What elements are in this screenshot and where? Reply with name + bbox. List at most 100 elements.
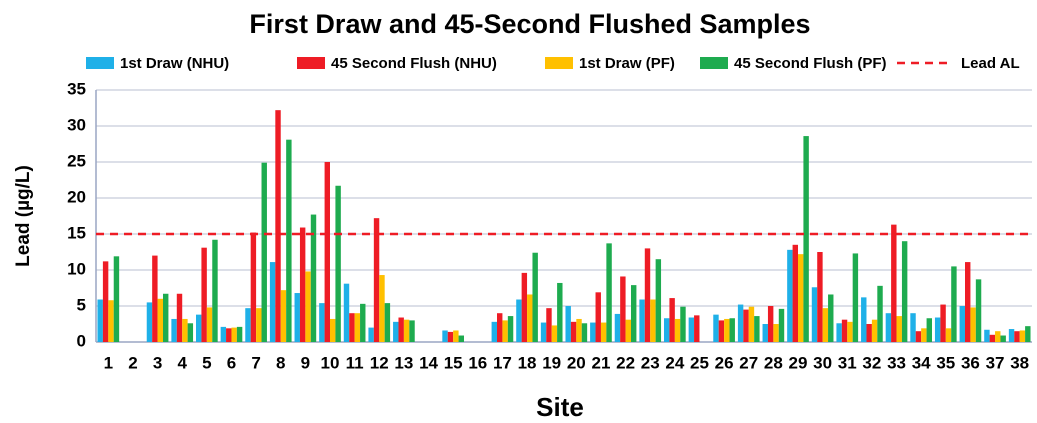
bar bbox=[557, 282, 563, 342]
bar bbox=[453, 330, 459, 342]
bar bbox=[294, 293, 300, 342]
bar bbox=[767, 306, 774, 342]
x-tick-label: 8 bbox=[276, 353, 285, 372]
x-tick-label: 36 bbox=[961, 353, 980, 372]
bar bbox=[614, 313, 621, 342]
bar bbox=[576, 318, 582, 342]
y-tick-label: 25 bbox=[67, 151, 86, 170]
bar bbox=[921, 328, 927, 342]
x-tick-label: 10 bbox=[321, 353, 340, 372]
bar bbox=[688, 317, 695, 342]
bar bbox=[551, 325, 558, 342]
x-tick-label: 12 bbox=[370, 353, 389, 372]
legend-label: 1st Draw (NHU) bbox=[120, 55, 229, 72]
x-tick-label: 31 bbox=[838, 353, 857, 372]
x-tick-label: 16 bbox=[468, 353, 487, 372]
bar bbox=[778, 308, 785, 342]
bar bbox=[817, 252, 823, 342]
bar bbox=[102, 261, 109, 342]
bar bbox=[639, 299, 645, 342]
y-axis-label: Lead (µg/L) bbox=[13, 165, 34, 267]
bar bbox=[748, 306, 755, 342]
legend-label: 1st Draw (PF) bbox=[579, 55, 675, 72]
legend-swatch bbox=[545, 57, 573, 69]
x-tick-label: 18 bbox=[518, 353, 537, 372]
bar bbox=[458, 335, 464, 342]
bar bbox=[625, 319, 631, 342]
bar bbox=[521, 272, 528, 342]
bar bbox=[146, 302, 153, 342]
x-tick-label: 24 bbox=[665, 353, 684, 372]
bar bbox=[798, 254, 804, 342]
bar bbox=[368, 327, 374, 342]
bar bbox=[885, 313, 892, 342]
bar bbox=[989, 334, 996, 342]
bar bbox=[162, 293, 169, 342]
bar bbox=[108, 300, 114, 342]
bar bbox=[792, 244, 798, 342]
bar bbox=[861, 297, 867, 342]
bar bbox=[516, 299, 522, 342]
bar bbox=[286, 139, 292, 342]
bar bbox=[803, 136, 809, 342]
bar bbox=[343, 283, 350, 342]
bar bbox=[310, 214, 317, 342]
bar bbox=[113, 256, 120, 342]
bar bbox=[718, 320, 725, 342]
bar bbox=[299, 227, 306, 342]
x-tick-label: 14 bbox=[419, 353, 438, 372]
legend-label: Lead AL bbox=[961, 55, 1020, 72]
bar bbox=[507, 316, 514, 342]
x-tick-label: 22 bbox=[616, 353, 635, 372]
y-tick-label: 15 bbox=[67, 223, 86, 242]
bar bbox=[811, 287, 818, 342]
bar bbox=[261, 162, 267, 342]
x-tick-label: 13 bbox=[394, 353, 413, 372]
bar bbox=[995, 331, 1001, 342]
bar bbox=[871, 319, 878, 342]
bar bbox=[965, 262, 971, 342]
bar bbox=[762, 324, 768, 342]
bar bbox=[280, 290, 287, 342]
bar bbox=[384, 303, 391, 342]
legend-swatch bbox=[700, 57, 728, 69]
bar bbox=[1000, 335, 1006, 342]
y-tick-label: 0 bbox=[77, 331, 86, 350]
bar bbox=[182, 318, 188, 342]
bar bbox=[305, 271, 311, 342]
bar bbox=[171, 318, 177, 342]
legend-label: 45 Second Flush (PF) bbox=[734, 55, 887, 72]
x-tick-label: 26 bbox=[715, 353, 734, 372]
bar bbox=[590, 322, 596, 342]
bar bbox=[330, 318, 336, 342]
x-axis-label: Site bbox=[536, 392, 584, 422]
x-tick-label: 17 bbox=[493, 353, 512, 372]
x-tick-label: 7 bbox=[251, 353, 260, 372]
bar bbox=[940, 304, 946, 342]
bar bbox=[901, 241, 908, 342]
bar bbox=[1019, 330, 1026, 342]
bar bbox=[532, 252, 538, 342]
bar bbox=[206, 307, 213, 342]
bar bbox=[220, 326, 227, 342]
x-tick-label: 9 bbox=[301, 353, 310, 372]
bar bbox=[773, 324, 779, 342]
x-tick-label: 21 bbox=[591, 353, 610, 372]
x-tick-label: 25 bbox=[690, 353, 709, 372]
bar bbox=[694, 315, 700, 342]
bar bbox=[847, 321, 853, 342]
bar bbox=[743, 309, 749, 342]
bar bbox=[565, 306, 571, 342]
bar bbox=[256, 308, 262, 342]
bar bbox=[891, 224, 897, 342]
y-tick-label: 20 bbox=[67, 187, 86, 206]
bar bbox=[713, 314, 719, 342]
bar bbox=[546, 308, 552, 342]
bar bbox=[354, 313, 361, 342]
bar bbox=[231, 327, 237, 342]
bar bbox=[398, 317, 404, 342]
bar bbox=[447, 331, 454, 342]
bar bbox=[595, 292, 601, 342]
x-tick-label: 34 bbox=[912, 353, 931, 372]
x-tick-label: 28 bbox=[764, 353, 783, 372]
